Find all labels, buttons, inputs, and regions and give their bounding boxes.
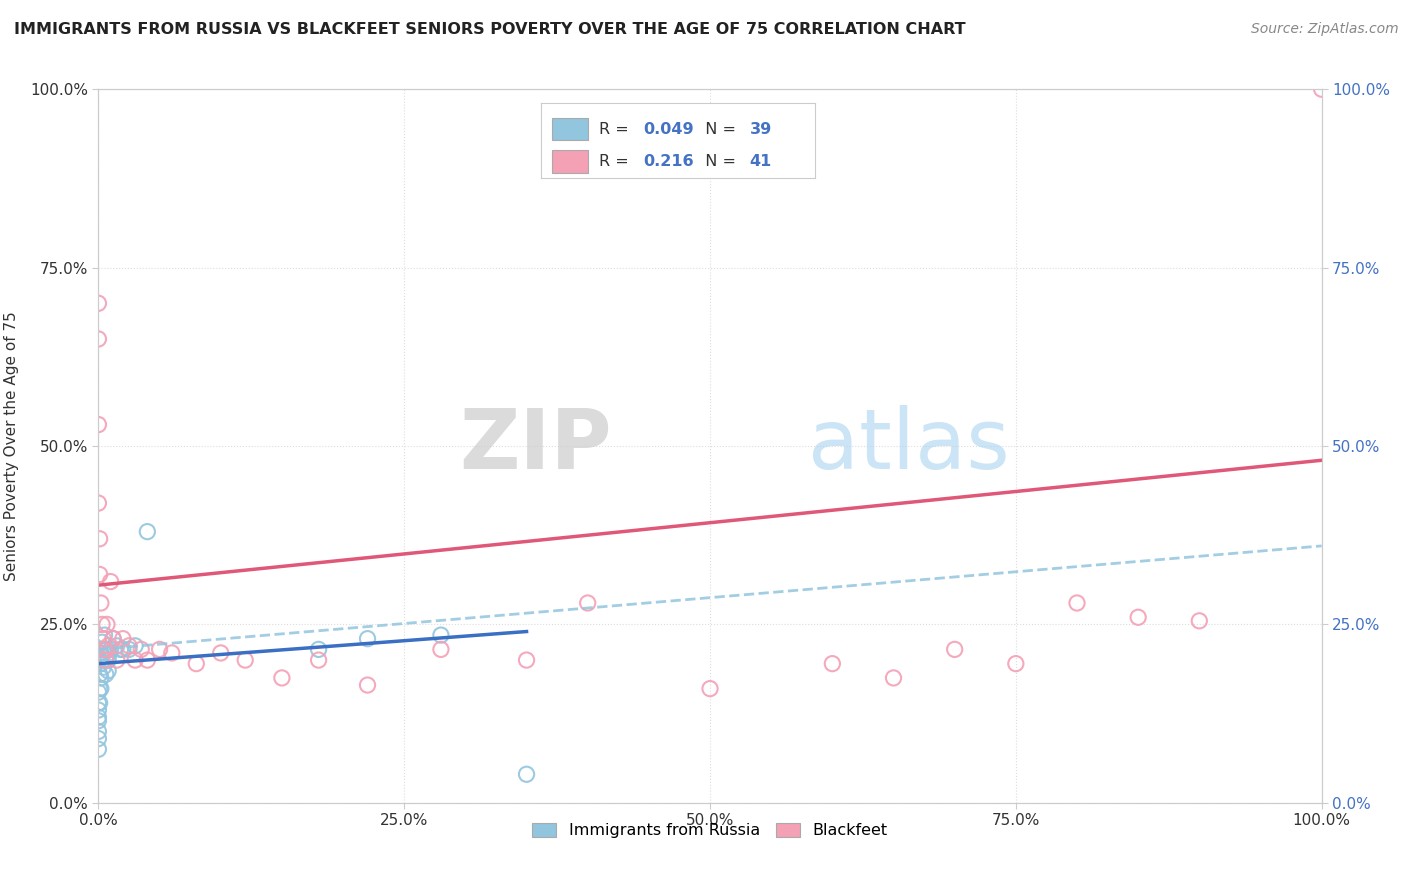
Point	[105, 653, 128, 667]
Text: R =: R =	[599, 154, 634, 169]
Point	[91, 617, 114, 632]
Point	[430, 628, 453, 642]
Point	[94, 653, 117, 667]
Point	[87, 724, 110, 739]
Point	[136, 524, 159, 539]
Point	[118, 642, 141, 657]
Point	[149, 642, 172, 657]
Point	[97, 653, 120, 667]
Point	[87, 731, 110, 746]
Point	[91, 635, 114, 649]
Point	[100, 642, 122, 657]
Text: N =: N =	[695, 121, 741, 136]
Point	[90, 657, 112, 671]
Text: 41: 41	[749, 154, 772, 169]
Point	[91, 660, 114, 674]
Point	[105, 639, 128, 653]
Text: 0.049: 0.049	[643, 121, 693, 136]
Point	[96, 642, 118, 657]
Point	[430, 642, 453, 657]
Text: 0.216: 0.216	[643, 154, 693, 169]
Point	[90, 646, 112, 660]
Point	[124, 653, 146, 667]
Point	[110, 642, 132, 657]
Point	[270, 671, 294, 685]
Point	[308, 642, 330, 657]
Point	[96, 617, 118, 632]
Point	[186, 657, 208, 671]
Point	[87, 742, 110, 756]
Point	[515, 653, 537, 667]
Point	[308, 653, 330, 667]
Bar	[553, 118, 588, 140]
Text: 39: 39	[749, 121, 772, 136]
Point	[94, 667, 117, 681]
Point	[87, 496, 110, 510]
Y-axis label: Seniors Poverty Over the Age of 75: Seniors Poverty Over the Age of 75	[4, 311, 18, 581]
Point	[87, 696, 110, 710]
Point	[111, 642, 134, 657]
Point	[883, 671, 905, 685]
Point	[97, 664, 120, 678]
Point	[89, 696, 111, 710]
Bar	[553, 151, 588, 173]
Point	[209, 646, 232, 660]
Point	[101, 632, 124, 646]
Point	[1310, 82, 1333, 96]
Point	[89, 567, 111, 582]
Point	[821, 657, 844, 671]
Point	[93, 628, 115, 642]
Point	[93, 642, 115, 657]
Point	[87, 417, 110, 432]
Point	[356, 678, 378, 692]
Point	[87, 685, 110, 699]
Text: R =: R =	[599, 121, 634, 136]
Point	[136, 653, 159, 667]
Point	[101, 632, 124, 646]
Point	[90, 596, 112, 610]
Point	[94, 653, 117, 667]
Point	[87, 703, 110, 717]
Point	[1066, 596, 1088, 610]
Point	[699, 681, 721, 696]
Point	[89, 681, 111, 696]
Point	[111, 632, 134, 646]
Point	[91, 649, 114, 664]
Point	[129, 642, 152, 657]
Point	[97, 639, 120, 653]
Point	[91, 632, 114, 646]
Point	[118, 639, 141, 653]
Point	[515, 767, 537, 781]
Text: Source: ZipAtlas.com: Source: ZipAtlas.com	[1251, 22, 1399, 37]
Text: IMMIGRANTS FROM RUSSIA VS BLACKFEET SENIORS POVERTY OVER THE AGE OF 75 CORRELATI: IMMIGRANTS FROM RUSSIA VS BLACKFEET SENI…	[14, 22, 966, 37]
Point	[356, 632, 378, 646]
Point	[576, 596, 599, 610]
Point	[1004, 657, 1026, 671]
Point	[100, 574, 122, 589]
Point	[943, 642, 966, 657]
Text: atlas: atlas	[808, 406, 1010, 486]
Point	[87, 714, 110, 728]
Point	[90, 681, 112, 696]
Point	[233, 653, 256, 667]
Point	[87, 710, 110, 724]
Text: N =: N =	[695, 154, 741, 169]
Text: ZIP: ZIP	[460, 406, 612, 486]
Point	[1128, 610, 1150, 624]
Point	[90, 671, 112, 685]
Point	[89, 653, 111, 667]
Point	[1188, 614, 1211, 628]
Point	[89, 667, 111, 681]
Point	[87, 332, 110, 346]
Legend: Immigrants from Russia, Blackfeet: Immigrants from Russia, Blackfeet	[526, 816, 894, 845]
Point	[124, 639, 146, 653]
Point	[91, 642, 114, 657]
Point	[89, 532, 111, 546]
Point	[98, 646, 121, 660]
Point	[160, 646, 183, 660]
Point	[87, 296, 110, 310]
